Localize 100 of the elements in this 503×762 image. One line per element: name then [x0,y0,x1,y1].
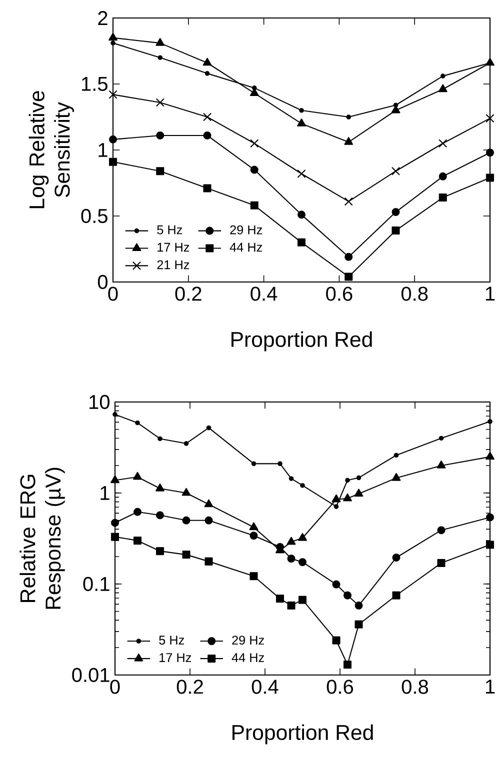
point [249,522,258,530]
point [394,452,399,458]
legend-label: 44 Hz [230,242,262,252]
point [392,226,400,235]
point [203,184,212,192]
point [182,488,191,496]
point [156,167,164,176]
point [156,547,164,556]
legend-label: 5 Hz [159,636,184,645]
point [440,74,446,78]
point [250,572,258,580]
point [392,472,401,481]
point [184,441,189,446]
point [250,139,259,148]
point [486,148,494,157]
point [354,488,364,497]
x-tick-label: 0.2 [175,286,202,301]
point [110,40,116,46]
y-tick-label: 0.01 [72,668,110,682]
y-tick-label: 1 [100,486,110,500]
point [133,536,142,545]
point [203,131,212,140]
x-tick-label: 1 [486,286,495,300]
point [287,554,296,563]
x-axis-title: Proportion Red [232,724,373,744]
point [344,272,353,281]
point [204,499,214,508]
y-tick-label: 10 [90,394,110,410]
point [438,84,448,92]
legend-label: 44 Hz [232,653,264,662]
point [437,526,446,534]
point [486,540,494,549]
legend-label: 21 Hz [157,260,190,270]
legend-label: 17 Hz [160,653,192,662]
y-tick-label: 0.1 [83,576,110,592]
y-tick-label: 2 [98,11,108,25]
x-tick-label: 0.8 [402,680,428,694]
point [297,118,306,126]
point [182,550,190,559]
point [202,112,212,122]
point [391,166,400,176]
point [158,55,163,60]
point [436,460,446,468]
point [332,580,340,588]
point [133,472,142,480]
point [486,513,494,522]
y-tick-label: 1.5 [82,77,108,91]
point [354,602,363,610]
point [345,478,350,483]
point [112,412,118,417]
point [344,660,352,669]
point [300,483,305,488]
point [110,532,120,541]
point [297,169,306,178]
point [133,508,142,516]
x-tick-label: 0.2 [176,680,203,694]
point [354,620,363,628]
x-tick-label: 0.8 [401,286,428,301]
point [250,201,258,210]
point [437,559,446,568]
point [204,516,213,524]
point [344,137,354,145]
y-tick-label: 1 [98,143,108,157]
point [204,557,213,566]
point [344,252,353,261]
point [438,139,448,148]
point [278,461,282,466]
point [344,197,353,206]
point [392,208,400,216]
x-tick-label: 0.6 [326,286,352,301]
point [392,554,400,562]
point [486,174,494,182]
point [156,98,164,107]
point [298,558,307,566]
point [110,518,120,527]
legend-label: 29 Hz [232,636,264,645]
point [250,166,258,174]
point [392,591,400,600]
point [204,71,210,76]
point [286,536,296,545]
point [135,420,140,426]
point [438,172,447,180]
x-tick-label: 1 [486,680,495,694]
point [486,114,494,123]
point [332,636,340,644]
point [109,158,117,166]
point [346,114,352,120]
point [356,475,362,480]
legend-label: 17 Hz [158,242,190,252]
point [343,493,352,502]
point [108,90,118,99]
point [109,135,117,144]
point [276,594,284,603]
point [488,419,492,424]
point [344,591,352,600]
point [156,483,164,492]
point [334,504,339,509]
point [156,131,164,140]
point [202,58,212,66]
point [288,476,294,481]
